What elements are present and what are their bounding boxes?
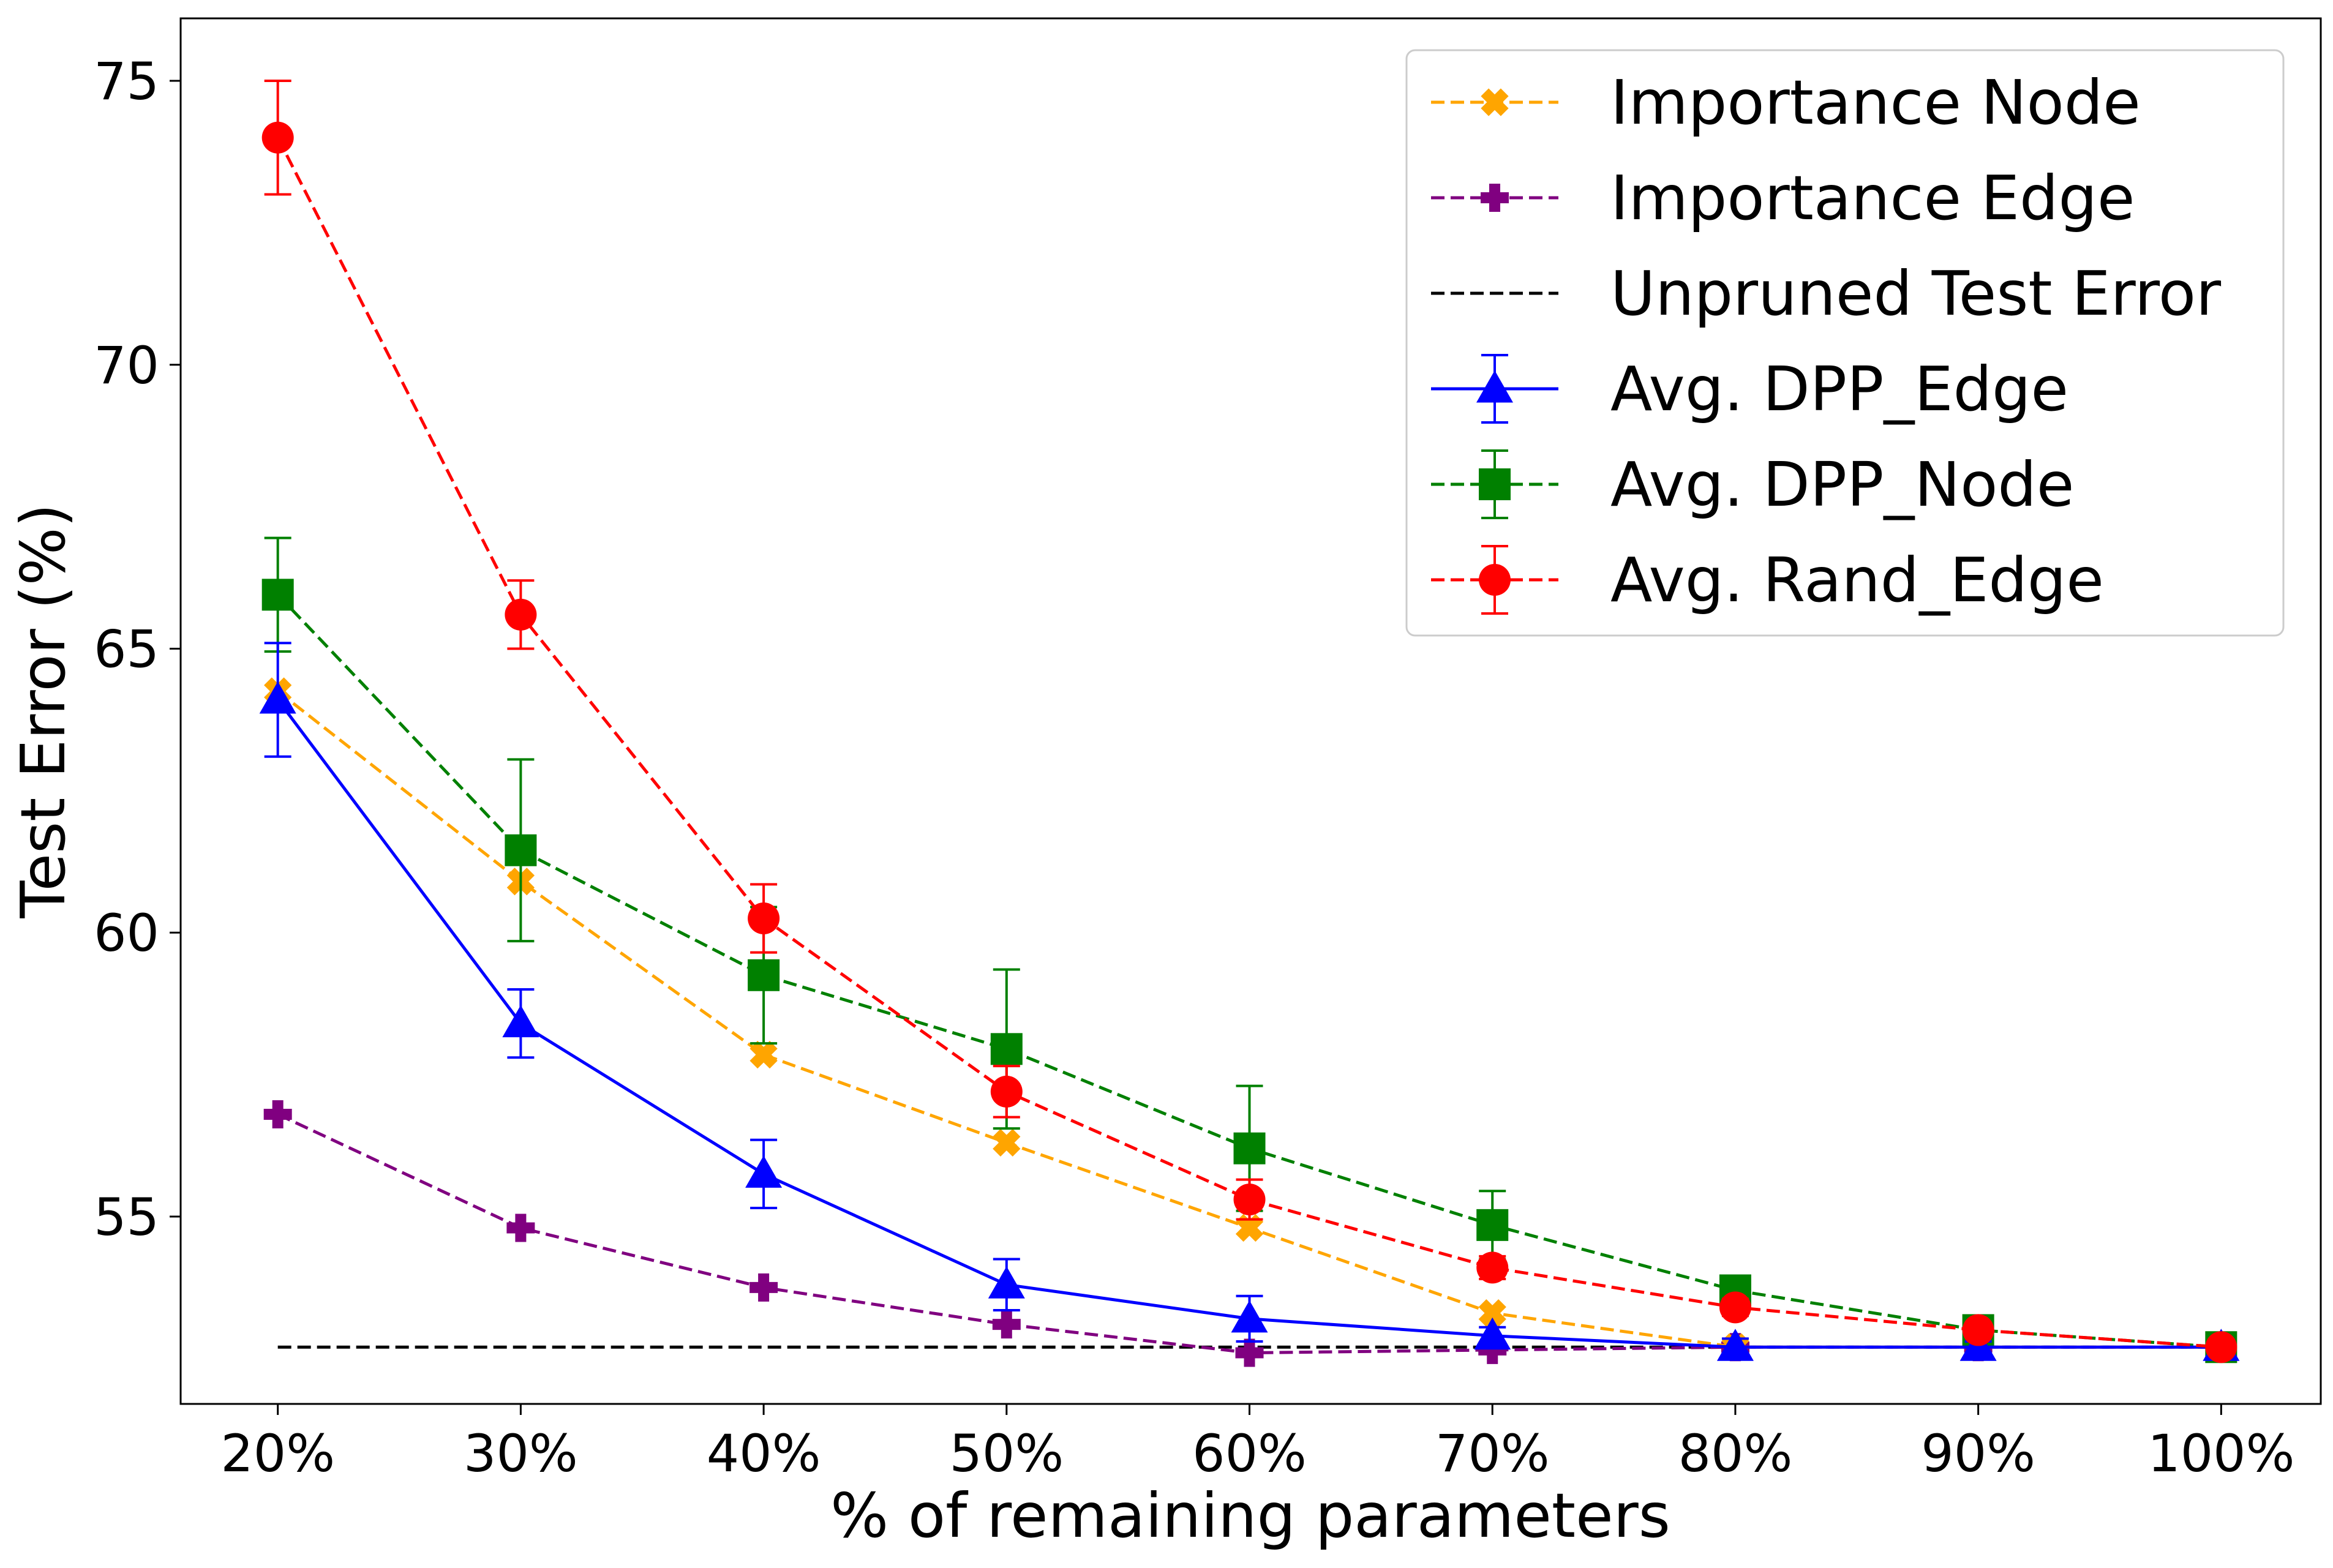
data-point bbox=[261, 579, 294, 611]
y-axis-label: Test Error (%) bbox=[7, 503, 79, 918]
axis-ticks: 20% 30% 40% 50% 60% 70% 80% 90% 100% 55 60 65 70 75 bbox=[94, 51, 2294, 1484]
y-tick-label: 60 bbox=[94, 903, 159, 963]
data-point bbox=[1233, 1132, 1266, 1165]
data-point bbox=[506, 1214, 535, 1242]
data-point bbox=[1478, 1335, 1507, 1364]
x-tick-label: 40% bbox=[707, 1424, 821, 1484]
x-tick-label: 50% bbox=[949, 1424, 1064, 1484]
legend-item: Importance Edge bbox=[1431, 162, 2135, 234]
data-point bbox=[2205, 1331, 2237, 1364]
data-point bbox=[261, 121, 294, 154]
data-point bbox=[992, 1310, 1021, 1339]
data-point bbox=[1233, 1184, 1266, 1216]
data-point bbox=[1474, 1317, 1511, 1350]
legend-label: Importance Node bbox=[1610, 67, 2141, 138]
legend-label: Importance Edge bbox=[1610, 162, 2135, 234]
legend-marker bbox=[1479, 468, 1511, 500]
data-point bbox=[1962, 1314, 1994, 1346]
legend-marker bbox=[1476, 370, 1513, 403]
x-tick-label: 80% bbox=[1678, 1424, 1793, 1484]
x-tick-label: 60% bbox=[1192, 1424, 1307, 1484]
x-tick-label: 100% bbox=[2147, 1424, 2294, 1484]
data-point bbox=[749, 1273, 778, 1302]
x-tick-label: 20% bbox=[220, 1424, 335, 1484]
legend-item: Unpruned Test Error bbox=[1431, 258, 2222, 329]
data-point bbox=[1231, 1300, 1268, 1333]
data-point bbox=[745, 1155, 783, 1188]
legend-item: Importance Node bbox=[1431, 67, 2141, 138]
data-point bbox=[263, 1100, 292, 1128]
x-tick-label: 30% bbox=[464, 1424, 578, 1484]
legend-box bbox=[1405, 49, 2285, 637]
data-point bbox=[1235, 1214, 1264, 1242]
data-point bbox=[505, 598, 537, 631]
data-point bbox=[1476, 1251, 1509, 1284]
x-tick-label: 90% bbox=[1921, 1424, 2035, 1484]
legend-marker bbox=[1481, 88, 1509, 116]
data-point bbox=[1719, 1291, 1751, 1324]
data-point bbox=[259, 681, 296, 714]
legend-label: Avg. DPP_Edge bbox=[1610, 353, 2068, 425]
data-point bbox=[749, 1040, 778, 1069]
data-point bbox=[748, 902, 780, 935]
y-tick-label: 55 bbox=[94, 1187, 159, 1247]
data-point bbox=[990, 1075, 1023, 1108]
y-tick-label: 65 bbox=[94, 619, 159, 679]
legend-item: Avg. DPP_Node bbox=[1431, 449, 2074, 520]
data-point bbox=[993, 1128, 1021, 1157]
legend-label: Unpruned Test Error bbox=[1610, 258, 2222, 329]
legend-marker bbox=[1479, 564, 1511, 596]
legend-label: Avg. DPP_Node bbox=[1610, 449, 2074, 520]
data-point bbox=[990, 1033, 1023, 1065]
legend-item: Avg. DPP_Edge bbox=[1431, 353, 2068, 425]
y-tick-label: 70 bbox=[94, 336, 159, 396]
data-point bbox=[1478, 1299, 1506, 1327]
legend-marker bbox=[1481, 184, 1509, 212]
plot-area bbox=[259, 80, 2240, 1367]
data-point bbox=[988, 1266, 1025, 1299]
series-avg-rand-edge bbox=[261, 80, 2237, 1364]
x-tick-label: 70% bbox=[1435, 1424, 1550, 1484]
data-point bbox=[1235, 1338, 1264, 1367]
series-avg-dpp-edge bbox=[259, 642, 2240, 1361]
legend-item: Avg. Rand_Edge bbox=[1431, 544, 2104, 616]
y-tick-label: 75 bbox=[94, 51, 159, 111]
legend-label: Avg. Rand_Edge bbox=[1610, 544, 2104, 616]
data-point bbox=[1476, 1209, 1509, 1241]
data-point bbox=[1716, 1329, 1754, 1361]
data-point bbox=[502, 1005, 539, 1038]
data-point bbox=[748, 959, 780, 991]
plot-frame bbox=[179, 17, 2322, 1405]
data-point bbox=[505, 834, 537, 866]
x-axis-label: % of remaining parameters bbox=[830, 1480, 1670, 1551]
legend: Importance Node Importance Edge Unpruned T… bbox=[1405, 49, 2285, 637]
